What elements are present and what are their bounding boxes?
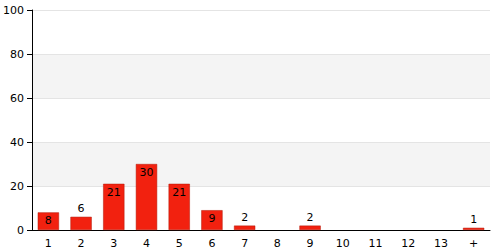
svg-text:80: 80 (10, 48, 24, 61)
svg-text:2: 2 (241, 211, 248, 224)
svg-text:+: + (469, 237, 478, 250)
svg-text:20: 20 (10, 180, 24, 193)
svg-text:1: 1 (45, 237, 52, 250)
svg-text:13: 13 (434, 237, 448, 250)
svg-text:60: 60 (10, 92, 24, 105)
svg-text:100: 100 (3, 4, 24, 17)
svg-text:9: 9 (307, 237, 314, 250)
svg-text:40: 40 (10, 136, 24, 149)
svg-text:6: 6 (208, 237, 215, 250)
svg-text:7: 7 (241, 237, 248, 250)
svg-text:0: 0 (17, 224, 24, 237)
svg-text:5: 5 (176, 237, 183, 250)
svg-text:8: 8 (45, 214, 52, 227)
svg-text:10: 10 (336, 237, 350, 250)
svg-text:9: 9 (208, 212, 215, 225)
svg-text:2: 2 (78, 237, 85, 250)
svg-text:1: 1 (470, 213, 477, 226)
svg-text:30: 30 (140, 166, 154, 179)
svg-text:3: 3 (110, 237, 117, 250)
svg-text:21: 21 (172, 186, 186, 199)
svg-text:21: 21 (107, 186, 121, 199)
svg-text:8: 8 (274, 237, 281, 250)
svg-text:12: 12 (401, 237, 415, 250)
svg-text:11: 11 (369, 237, 383, 250)
svg-text:6: 6 (78, 202, 85, 215)
svg-text:2: 2 (307, 211, 314, 224)
svg-text:4: 4 (143, 237, 150, 250)
